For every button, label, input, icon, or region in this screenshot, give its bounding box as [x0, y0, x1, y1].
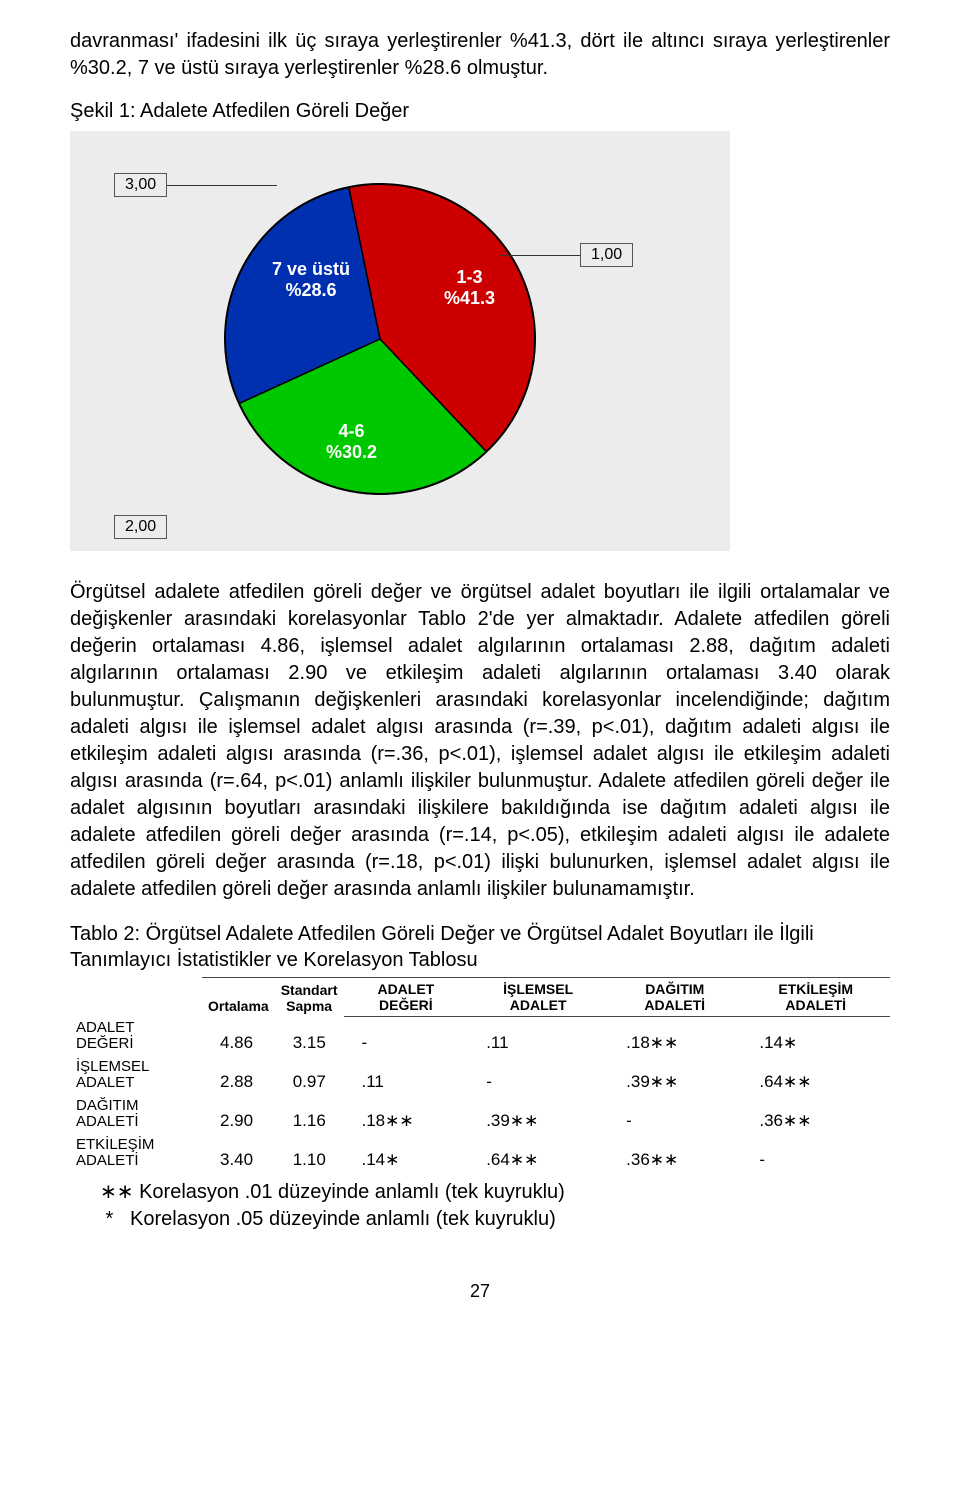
correlation-table: Ortalama Standart Sapma ADALET DEĞERİ İŞ… [70, 977, 890, 1173]
paragraph-intro: davranması' ifadesini ilk üç sıraya yerl… [70, 28, 890, 82]
pie-svg-wrap [220, 179, 540, 499]
cell: .36∗∗ [741, 1095, 890, 1134]
callout-top-label: 3,00 [114, 173, 167, 197]
pie-label-1: 4-6%30.2 [326, 421, 377, 462]
pie-chart: 3,00 1,00 2,00 1-3%41.3 4-6%30.2 7 ve üs… [70, 131, 730, 551]
row-label: ETKİLEŞİMADALETİ [70, 1134, 202, 1173]
table-row: ETKİLEŞİMADALETİ3.401.10.14∗.64∗∗.36∗∗- [70, 1134, 890, 1173]
cell: 2.90 [202, 1095, 275, 1134]
row-label: DAĞITIMADALETİ [70, 1095, 202, 1134]
figure-title: Şekil 1: Adalete Atfedilen Göreli Değer [70, 100, 890, 123]
callout-bottom: 2,00 [114, 515, 167, 539]
table-row: İŞLEMSELADALET2.880.97.11-.39∗∗.64∗∗ [70, 1056, 890, 1095]
cell: - [741, 1134, 890, 1173]
col-corr-3: ETKİLEŞİM ADALETİ [741, 978, 890, 1017]
row-label: İŞLEMSELADALET [70, 1056, 202, 1095]
cell: 0.97 [275, 1056, 344, 1095]
paragraph-results: Örgütsel adalete atfedilen göreli değer … [70, 579, 890, 903]
cell: - [608, 1095, 741, 1134]
pie-label-0: 1-3%41.3 [444, 267, 495, 308]
callout-right-label: 1,00 [580, 243, 633, 267]
callout-bottom-label: 2,00 [114, 515, 167, 539]
table-title: Tablo 2: Örgütsel Adalete Atfedilen Göre… [70, 921, 890, 973]
col-corr-2: DAĞITIM ADALETİ [608, 978, 741, 1017]
cell: .14∗ [741, 1017, 890, 1056]
row-label: ADALETDEĞERİ [70, 1017, 202, 1056]
cell: .11 [344, 1056, 469, 1095]
cell: .18∗∗ [344, 1095, 469, 1134]
pie-label-2: 7 ve üstü%28.6 [272, 259, 350, 300]
cell: 2.88 [202, 1056, 275, 1095]
footnote-1: ∗∗ Korelasyon .01 düzeyinde anlamlı (tek… [100, 1179, 890, 1206]
cell: .36∗∗ [608, 1134, 741, 1173]
cell: 4.86 [202, 1017, 275, 1056]
cell: - [468, 1056, 608, 1095]
cell: .39∗∗ [608, 1056, 741, 1095]
col-mean: Ortalama [202, 978, 275, 1017]
cell: 3.15 [275, 1017, 344, 1056]
cell: - [344, 1017, 469, 1056]
cell: 1.16 [275, 1095, 344, 1134]
table-footnotes: ∗∗ Korelasyon .01 düzeyinde anlamlı (tek… [100, 1179, 890, 1233]
cell: .14∗ [344, 1134, 469, 1173]
footnote-2: * Korelasyon .05 düzeyinde anlamlı (tek … [100, 1206, 890, 1233]
cell: .39∗∗ [468, 1095, 608, 1134]
callout-right: 1,00 [500, 243, 633, 267]
cell: 1.10 [275, 1134, 344, 1173]
col-corr-1: İŞLEMSEL ADALET [468, 978, 608, 1017]
cell: .18∗∗ [608, 1017, 741, 1056]
cell: .64∗∗ [741, 1056, 890, 1095]
table-row: ADALETDEĞERİ4.863.15-.11.18∗∗.14∗ [70, 1017, 890, 1056]
col-corr-0: ADALET DEĞERİ [344, 978, 469, 1017]
page-number: 27 [70, 1281, 890, 1302]
cell: 3.40 [202, 1134, 275, 1173]
cell: .11 [468, 1017, 608, 1056]
cell: .64∗∗ [468, 1134, 608, 1173]
callout-top: 3,00 [114, 173, 277, 197]
table-row: DAĞITIMADALETİ2.901.16.18∗∗.39∗∗-.36∗∗ [70, 1095, 890, 1134]
col-sd: Standart Sapma [275, 978, 344, 1017]
